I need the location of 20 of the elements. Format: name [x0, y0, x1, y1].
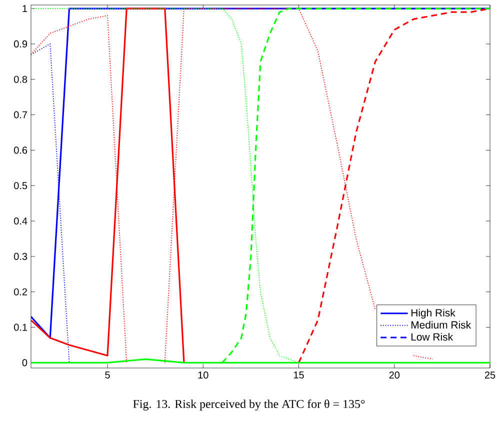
- x-tick-label: 15: [294, 372, 304, 378]
- y-tick-label: 0.9: [14, 40, 28, 48]
- y-tick-label: 1: [22, 5, 27, 12]
- legend-label: Medium Risk: [411, 320, 472, 329]
- y-tick-label: 0.5: [14, 182, 28, 190]
- y-tick-label: 0: [22, 359, 28, 366]
- y-tick-label: 0.8: [14, 76, 28, 83]
- y-tick-label: 0.3: [14, 252, 28, 260]
- y-tick-label: 0.6: [14, 146, 28, 154]
- caption: Fig. 13. Risk perceived by the ATC for θ = 135°: [133, 399, 365, 410]
- legend-label: Low Risk: [411, 332, 454, 341]
- x-tick-label: 10: [198, 372, 208, 379]
- legend-label: High Risk: [411, 308, 456, 319]
- y-tick-label: 0.1: [14, 324, 27, 331]
- y-tick-label: 0.7: [14, 111, 27, 118]
- y-tick-label: 0.4: [14, 218, 28, 225]
- x-tick-label: 25: [484, 372, 496, 379]
- x-tick-label: 5: [105, 372, 110, 378]
- y-tick-label: 0.2: [14, 288, 27, 296]
- x-tick-label: 20: [389, 372, 400, 379]
